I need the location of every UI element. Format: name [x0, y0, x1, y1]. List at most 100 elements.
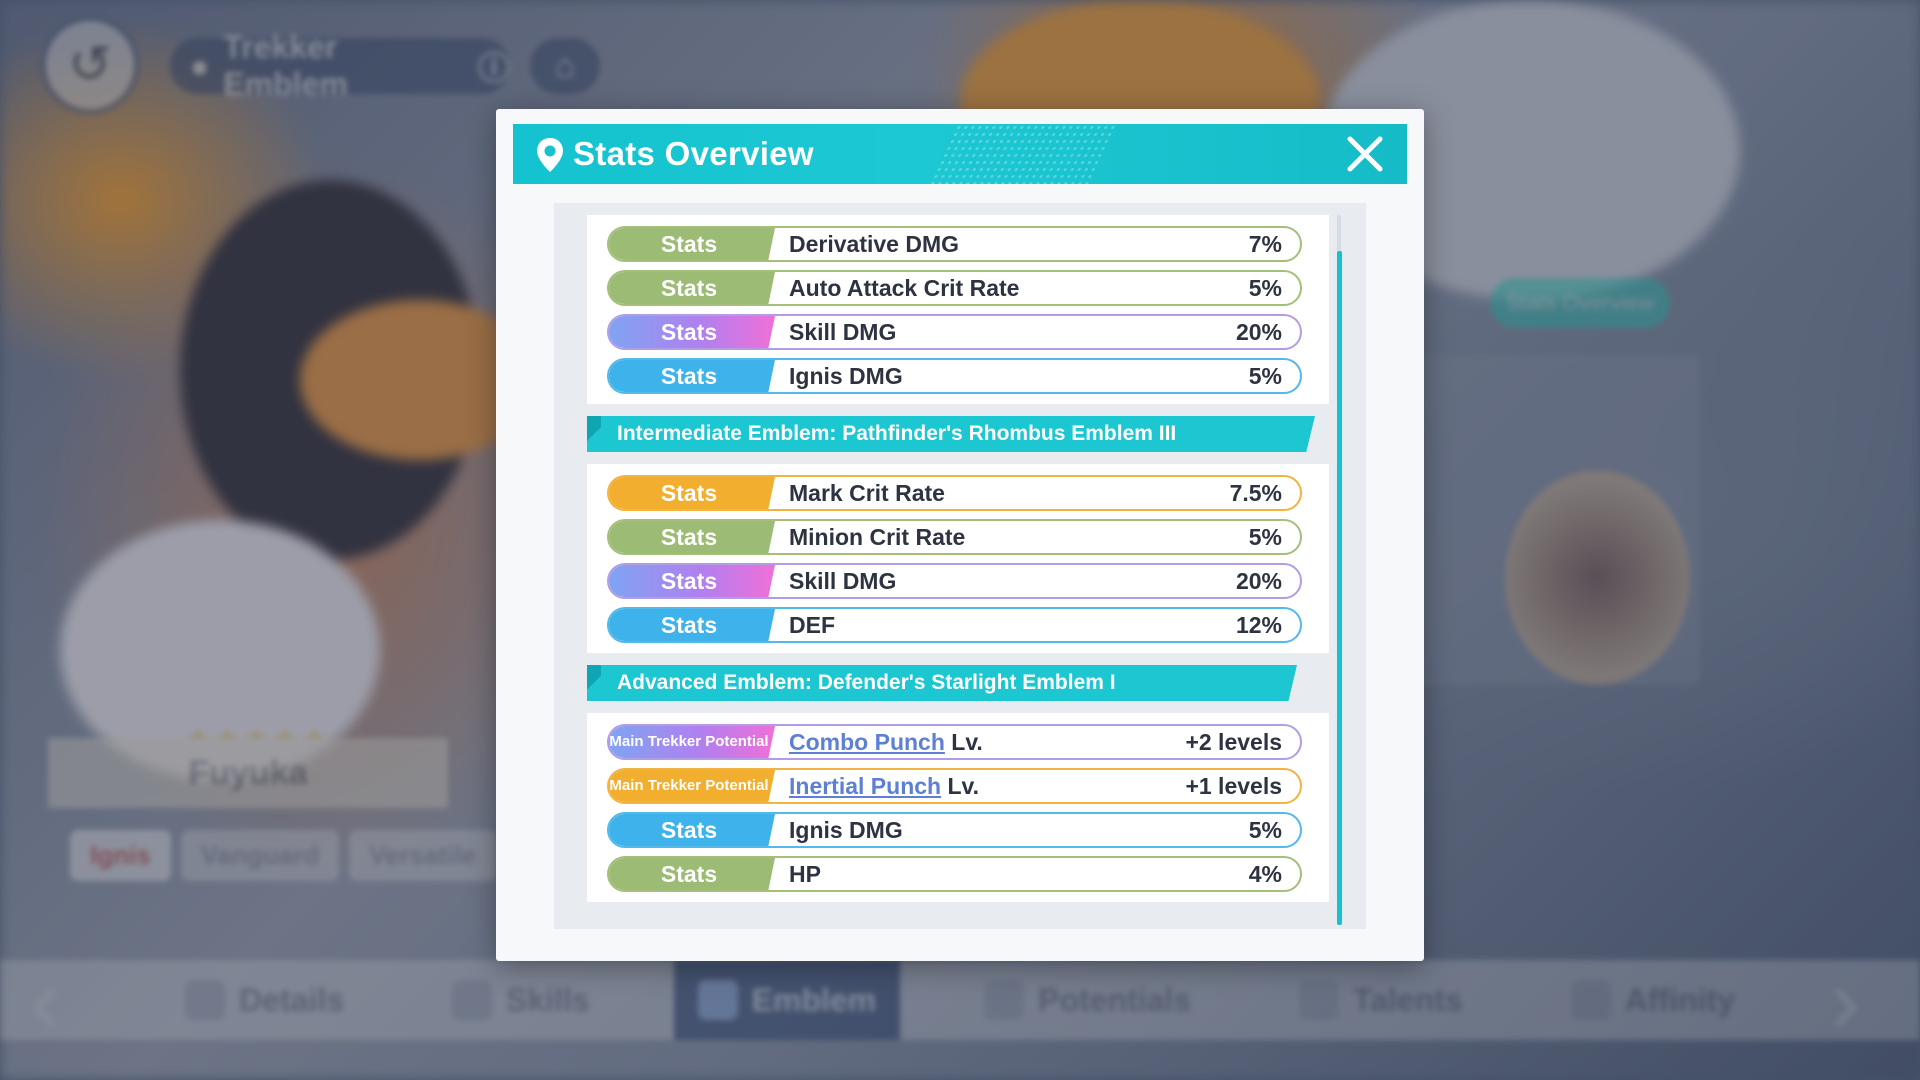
stat-row: Stats Skill DMG 20%	[607, 563, 1302, 599]
location-pin-icon: ●	[190, 47, 210, 84]
nav-label: Skills	[506, 981, 590, 1018]
stat-row: Stats Auto Attack Crit Rate 5%	[607, 270, 1302, 306]
section-heading: Intermediate Emblem: Pathfinder's Rhombu…	[587, 416, 1315, 452]
bottom-nav: Details Skills Emblem Potentials Talents…	[0, 960, 1920, 1040]
stat-row: Stats HP 4%	[607, 856, 1302, 892]
nav-affinity[interactable]: Affinity	[1547, 960, 1759, 1040]
stat-tag: Stats	[609, 477, 775, 509]
potential-row: Main Trekker Potential Combo Punch Lv. +…	[607, 724, 1302, 760]
stat-value: 5%	[1248, 275, 1282, 301]
stat-tag: Stats	[609, 609, 775, 641]
scrollbar-thumb[interactable]	[1337, 251, 1342, 925]
stats-overview-dialog: Stats Overview Stats Derivative DMG 7% S…	[496, 109, 1424, 961]
skills-icon	[452, 980, 493, 1020]
nav-skills[interactable]: Skills	[428, 960, 614, 1040]
character-tags: Ignis Vanguard Versatile	[70, 830, 497, 881]
stats-scroll-area[interactable]: Stats Derivative DMG 7% Stats Auto Attac…	[554, 203, 1366, 929]
stat-tag: Stats	[609, 858, 775, 890]
style-tag: Versatile	[349, 830, 497, 881]
emblem-image	[1505, 470, 1690, 685]
stat-tag: Stats	[609, 521, 775, 553]
potential-link[interactable]: Inertial Punch	[789, 773, 942, 799]
stats-group: Stats Mark Crit Rate 7.5% Stats Minion C…	[587, 464, 1329, 653]
stat-label: Ignis DMG	[789, 817, 903, 843]
nav-details[interactable]: Details	[161, 960, 368, 1040]
stat-label: Skill DMG	[789, 319, 897, 345]
stat-row: Stats Derivative DMG 7%	[607, 226, 1302, 262]
element-tag: Ignis	[70, 830, 171, 881]
stat-tag: Stats	[609, 814, 775, 846]
nav-emblem[interactable]: Emblem	[673, 960, 901, 1040]
stats-group: Stats Derivative DMG 7% Stats Auto Attac…	[587, 215, 1329, 404]
prev-arrow-icon[interactable]: ‹	[30, 950, 60, 1053]
nav-label: Details	[239, 981, 345, 1018]
nav-potentials[interactable]: Potentials	[960, 960, 1215, 1040]
stat-tag: Stats	[609, 360, 775, 392]
stat-label: HP	[789, 861, 821, 887]
nav-talents[interactable]: Talents	[1275, 960, 1487, 1040]
class-tag: Vanguard	[180, 830, 340, 881]
stat-label: Derivative DMG	[789, 231, 960, 257]
stat-row: Stats Ignis DMG 5%	[607, 812, 1302, 848]
stat-label: Skill DMG	[789, 568, 897, 594]
nav-label: Talents	[1353, 981, 1463, 1018]
stat-value: 5%	[1248, 363, 1282, 389]
stat-tag: Stats	[609, 228, 775, 260]
potential-tag: Main Trekker Potential	[609, 726, 775, 758]
potential-suffix: Lv.	[951, 729, 983, 755]
potential-value: +1 levels	[1185, 773, 1282, 799]
potentials-icon	[984, 980, 1025, 1020]
section-heading: Advanced Emblem: Defender's Starlight Em…	[587, 665, 1297, 701]
stat-label: Ignis DMG	[789, 363, 903, 389]
potential-tag: Main Trekker Potential	[609, 770, 775, 802]
next-arrow-icon[interactable]: ›	[1830, 950, 1860, 1053]
stat-value: 20%	[1235, 568, 1282, 594]
close-icon[interactable]	[1345, 134, 1385, 174]
header-pattern	[929, 124, 1117, 184]
stat-label: Minion Crit Rate	[789, 524, 966, 550]
home-icon[interactable]: ⌂	[530, 38, 600, 94]
emblem-icon	[697, 980, 738, 1020]
potential-row: Main Trekker Potential Inertial Punch Lv…	[607, 768, 1302, 804]
stat-label: DEF	[789, 612, 835, 638]
potential-value: +2 levels	[1185, 729, 1282, 755]
nav-label: Emblem	[751, 981, 877, 1018]
stat-tag: Stats	[609, 565, 775, 597]
info-icon[interactable]: ⓘ	[477, 50, 510, 86]
stat-row: Stats DEF 12%	[607, 607, 1302, 643]
stats-group: Main Trekker Potential Combo Punch Lv. +…	[587, 713, 1329, 902]
talents-icon	[1299, 980, 1340, 1020]
stats-list: Stats Derivative DMG 7% Stats Auto Attac…	[587, 215, 1329, 902]
stat-tag: Stats	[609, 272, 775, 304]
potential-link[interactable]: Combo Punch	[789, 729, 945, 755]
potential-suffix: Lv.	[947, 773, 980, 799]
stat-value: 12%	[1235, 612, 1282, 638]
location-pin-icon	[537, 138, 563, 172]
stat-value: 7.5%	[1229, 480, 1282, 506]
details-icon	[185, 980, 226, 1020]
background-title-pill: ● Trekker Emblem ⓘ	[170, 29, 510, 102]
background-title: Trekker Emblem	[223, 29, 348, 102]
stat-value: 4%	[1248, 861, 1282, 887]
stat-row: Stats Minion Crit Rate 5%	[607, 519, 1302, 555]
dialog-header: Stats Overview	[513, 124, 1407, 184]
potential-label: Inertial Punch Lv.	[789, 770, 979, 802]
stat-row: Stats Ignis DMG 5%	[607, 358, 1302, 394]
stat-value: 5%	[1248, 817, 1282, 843]
potential-label: Combo Punch Lv.	[789, 726, 983, 758]
back-icon[interactable]: ↺	[40, 15, 140, 115]
affinity-icon	[1570, 980, 1611, 1020]
stat-value: 20%	[1235, 319, 1282, 345]
stats-overview-button[interactable]: Stats Overview	[1490, 278, 1670, 328]
nav-label: Affinity	[1624, 981, 1735, 1018]
stat-label: Auto Attack Crit Rate	[789, 275, 1020, 301]
stat-value: 7%	[1248, 231, 1282, 257]
stat-value: 5%	[1248, 524, 1282, 550]
dialog-title: Stats Overview	[573, 135, 814, 172]
nav-label: Potentials	[1038, 981, 1192, 1018]
stat-row: Stats Skill DMG 20%	[607, 314, 1302, 350]
character-name: Fuyuka	[48, 738, 448, 808]
stat-tag: Stats	[609, 316, 775, 348]
stat-label: Mark Crit Rate	[789, 480, 945, 506]
